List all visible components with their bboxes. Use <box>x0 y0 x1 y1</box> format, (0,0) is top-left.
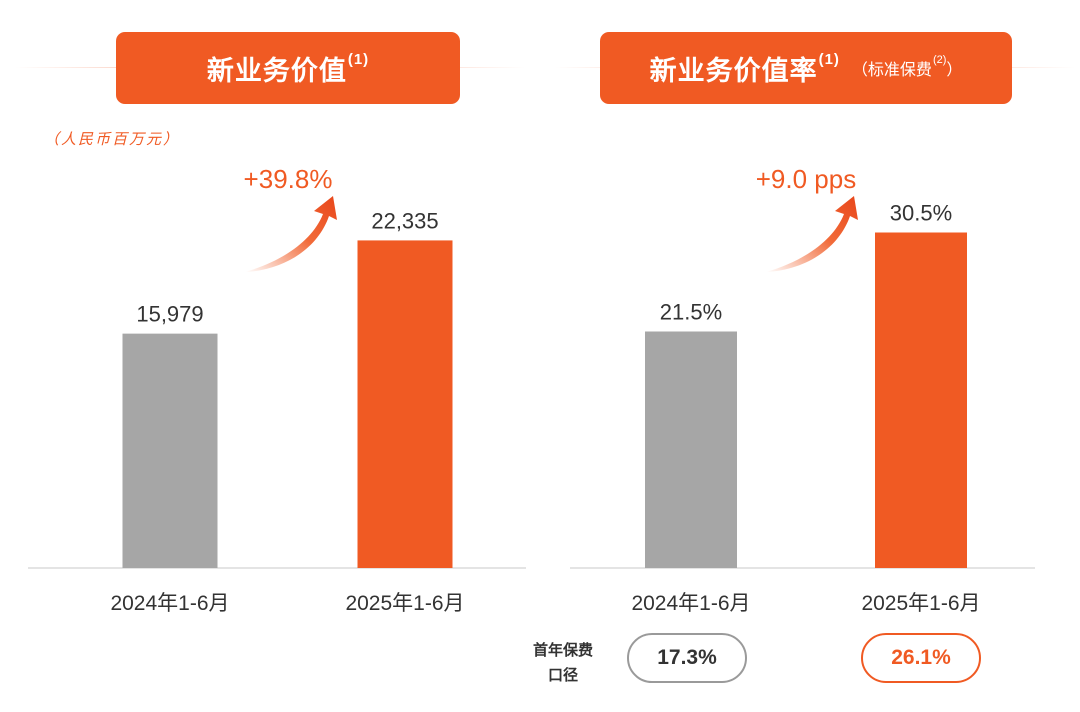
growth-arrow-right <box>766 196 858 272</box>
first-year-value-2024: 17.3% <box>627 633 747 683</box>
growth-annotation-right: +9.0 pps <box>756 164 856 194</box>
right-title-box: 新业务价值率 (1) （标准保费(2)） <box>600 32 1012 104</box>
right-subtitle: （标准保费(2)） <box>851 53 963 80</box>
right-title: 新业务价值率 <box>649 55 818 87</box>
category-label: 2025年1-6月 <box>345 592 464 615</box>
left-panel: 新业务价值 (1) （人民币百万元） <box>15 32 525 148</box>
unit-label: （人民币百万元） <box>44 130 181 148</box>
left-title: 新业务价值 <box>206 55 347 87</box>
chart-new-business-value: 15,979 2024年1-6月 22,335 2025年1-6月 <box>28 208 526 615</box>
category-label: 2024年1-6月 <box>631 592 750 615</box>
category-label: 2024年1-6月 <box>110 592 229 615</box>
value-label: 30.5% <box>890 201 952 226</box>
right-subtitle-footnote: (2) <box>932 53 947 66</box>
bar-2025年1-6月 <box>357 240 453 569</box>
chart-new-business-value-margin: 21.5% 2024年1-6月 30.5% 2025年1-6月 <box>570 201 1035 615</box>
left-title-box: 新业务价值 (1) <box>116 32 460 104</box>
value-label: 21.5% <box>660 300 722 325</box>
value-label: 22,335 <box>371 208 438 233</box>
note-label-line2: 口径 <box>547 666 578 684</box>
right-panel: 新业务价值率 (1) （标准保费(2)） <box>540 0 1080 712</box>
category-label: 2025年1-6月 <box>861 592 980 615</box>
right-subtitle-close: ） <box>946 60 963 79</box>
right-title-footnote: (1) <box>818 50 840 68</box>
growth-annotation-left: +39.8% <box>244 164 333 194</box>
first-year-value-2025: 26.1% <box>861 633 981 683</box>
bar-2024年1-6月 <box>122 333 218 568</box>
note-label-line1: 首年保费 <box>532 641 593 659</box>
right-subtitle-text: （标准保费 <box>851 60 932 79</box>
growth-arrow-left <box>245 196 337 272</box>
first-year-premium-label: 首年保费 口径 <box>517 638 609 688</box>
bar-2024年1-6月 <box>645 331 737 568</box>
value-label: 15,979 <box>136 302 203 327</box>
bar-2025年1-6月 <box>875 232 967 568</box>
left-title-footnote: (1) <box>347 50 370 68</box>
